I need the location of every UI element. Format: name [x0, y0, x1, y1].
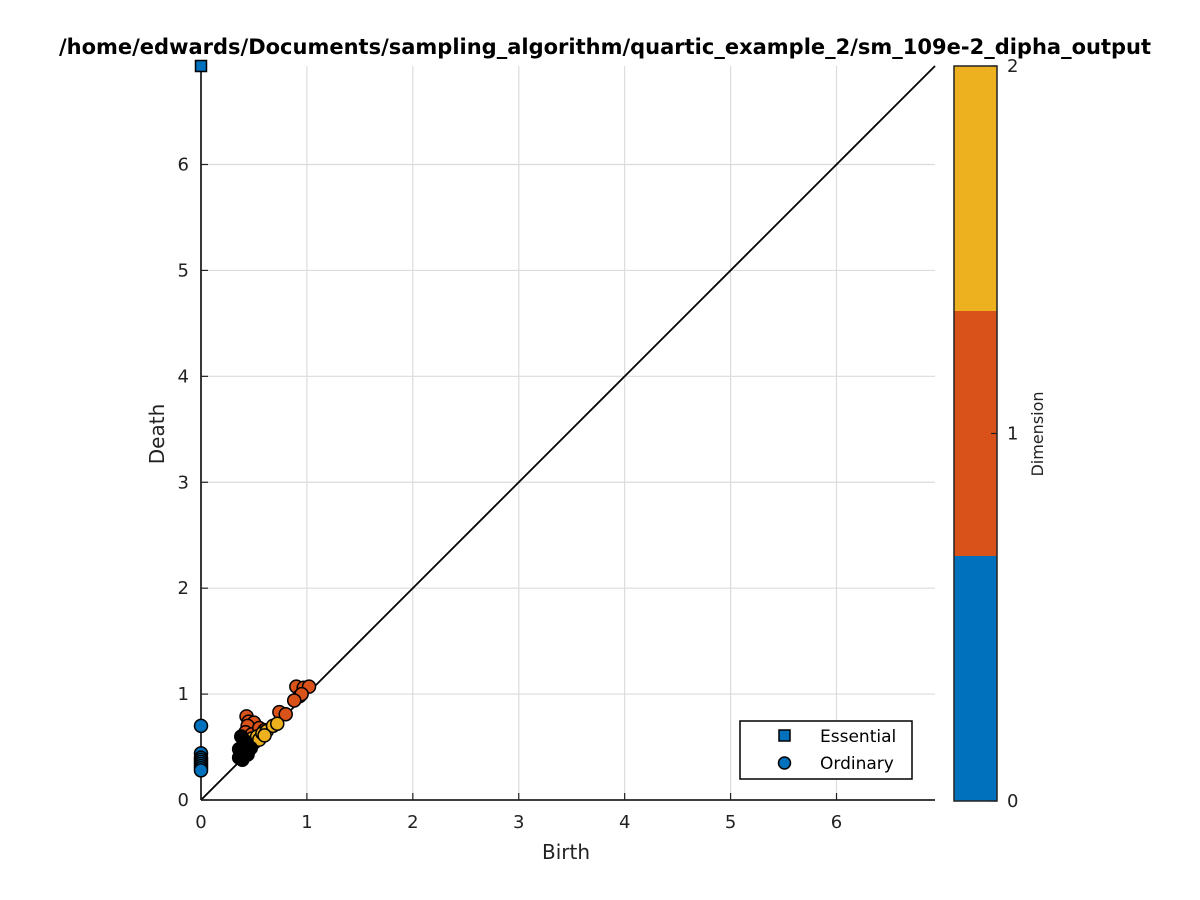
- x-tick-label: 5: [725, 812, 736, 833]
- y-ticks: 0 1 2 3 4 5 6: [178, 155, 208, 811]
- ordinary-point: [278, 706, 293, 722]
- colorbar-tick-label: 0: [1007, 791, 1018, 812]
- y-tick-label: 0: [178, 790, 189, 811]
- x-tick-label: 3: [513, 812, 524, 833]
- ordinary-point: [286, 693, 302, 708]
- grid-lines: [201, 66, 935, 800]
- colorbar-segment: [954, 556, 997, 801]
- legend-ordinary-marker: [777, 756, 792, 770]
- x-tick-label: 4: [619, 812, 630, 833]
- x-tick-label: 0: [195, 812, 206, 833]
- legend-ordinary-label: Ordinary: [820, 754, 894, 774]
- ordinary-point: [193, 718, 209, 734]
- legend: Essential Ordinary: [739, 720, 913, 780]
- x-tick-label: 2: [407, 812, 418, 833]
- ordinary-point: [270, 716, 285, 731]
- ordinary-point: [235, 752, 250, 768]
- x-axis-label: Birth: [542, 840, 590, 864]
- chart-title: /home/edwards/Documents/sampling_algorit…: [59, 35, 1151, 59]
- legend-essential-marker: [778, 729, 791, 742]
- legend-essential-label: Essential: [820, 727, 896, 747]
- colorbar-tick-label: 1: [1007, 424, 1018, 445]
- y-axis-label: Death: [145, 404, 169, 464]
- y-tick-label: 5: [178, 260, 189, 281]
- colorbar: 0 1 2: [953, 56, 1018, 812]
- diagonal-line: [200, 65, 936, 801]
- x-tick-label: 1: [301, 812, 312, 833]
- colorbar-segment: [954, 66, 997, 311]
- ordinary-point: [257, 728, 272, 743]
- axes: [200, 66, 935, 801]
- y-tick-label: 2: [178, 578, 189, 599]
- y-tick-label: 1: [178, 684, 189, 705]
- y-tick-label: 3: [178, 472, 189, 493]
- x-tick-label: 6: [831, 812, 842, 833]
- y-tick-label: 6: [178, 155, 189, 176]
- colorbar-label: Dimension: [1028, 391, 1047, 476]
- y-tick-label: 4: [178, 366, 189, 387]
- colorbar-tick-label: 2: [1007, 56, 1018, 77]
- essential-point: [194, 59, 208, 73]
- ordinary-point: [193, 763, 209, 778]
- data-points: [193, 59, 317, 778]
- x-ticks: 0 1 2 3 4 5 6: [195, 793, 842, 833]
- colorbar-segment: [954, 311, 997, 556]
- legend-box: [739, 720, 913, 780]
